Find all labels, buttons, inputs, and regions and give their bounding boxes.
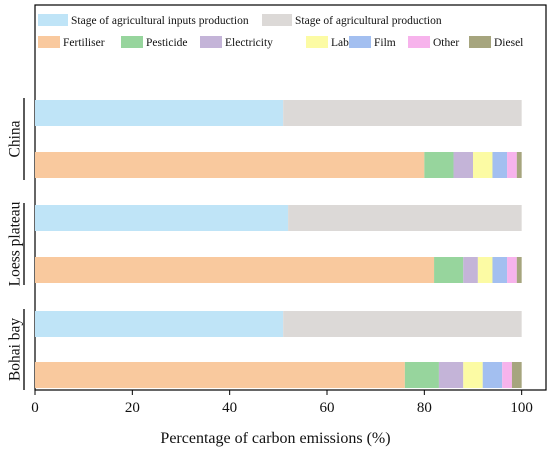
bar-segment-bohai-bay-film [482,362,503,388]
bar-segment-loess-plateau-electricity [463,257,478,283]
plot-frame [34,4,547,391]
x-axis-label: Percentage of carbon emissions (%) [160,430,390,447]
legend-swatch-other [408,36,430,48]
legend-swatch-fertiliser [38,36,60,48]
x-tick-label-80: 80 [417,400,432,416]
bar-segment-bohai-bay-labour [463,362,483,388]
legend-label-stage-of-agricultural-production: Stage of agricultural production [295,15,442,27]
bar-segment-china-fertiliser [35,152,425,178]
bar-segment-bohai-bay-diesel [511,362,522,388]
bar-segment-loess-plateau-film [492,257,508,283]
legend-label-stage-of-agricultural-inputs-production: Stage of agricultural inputs production [71,15,249,27]
bar-segment-china-film [492,152,508,178]
x-tick-label-100: 100 [510,400,533,416]
legend-swatch-stage-of-agricultural-production [262,14,292,26]
bar-segment-china-labour [473,152,493,178]
group-label-bohai-bay: Bohai bay [7,318,24,382]
legend-swatch-film [349,36,371,48]
legend-swatch-diesel [469,36,491,48]
bar-segment-china-stage-of-agricultural-inputs-production [35,100,284,126]
legend-swatch-pesticide [121,36,143,48]
x-tick-label-20: 20 [125,400,140,416]
bar-segment-china-pesticide [424,152,454,178]
bar-segment-loess-plateau-pesticide [434,257,464,283]
group-label-china: China [7,120,24,157]
bar-segment-china-diesel [516,152,522,178]
legend-label-film: Film [374,37,396,49]
bar-segment-china-stage-of-agricultural-production [283,100,522,126]
x-tick-label-0: 0 [31,400,39,416]
bar-segment-loess-plateau-labour [477,257,493,283]
bar-segment-bohai-bay-stage-of-agricultural-production [283,311,522,337]
bar-segment-bohai-bay-other [502,362,512,388]
legend-swatch-electricity [200,36,222,48]
group-label-loess-plateau: Loess plateau [7,201,24,286]
bar-segment-loess-plateau-stage-of-agricultural-production [288,205,522,231]
x-tick-label-60: 60 [320,400,335,416]
legend-swatch-stage-of-agricultural-inputs-production [38,14,68,26]
x-tick-label-40: 40 [222,400,237,416]
bar-segment-bohai-bay-fertiliser [35,362,405,388]
legend-label-diesel: Diesel [494,37,523,49]
bar-segment-loess-plateau-diesel [516,257,522,283]
bar-segment-loess-plateau-fertiliser [35,257,435,283]
bar-segment-bohai-bay-electricity [438,362,464,388]
bar-segment-bohai-bay-stage-of-agricultural-inputs-production [35,311,284,337]
legend-label-electricity: Electricity [225,37,273,49]
legend-label-fertiliser: Fertiliser [63,37,105,49]
bar-segment-loess-plateau-other [507,257,517,283]
bar-segment-loess-plateau-stage-of-agricultural-inputs-production [35,205,289,231]
bar-segment-china-electricity [453,152,473,178]
legend-swatch-labour [306,36,328,48]
legend-label-pesticide: Pesticide [146,37,188,49]
bar-segment-bohai-bay-pesticide [404,362,439,388]
bar-segment-china-other [507,152,517,178]
legend-label-other: Other [433,37,459,49]
